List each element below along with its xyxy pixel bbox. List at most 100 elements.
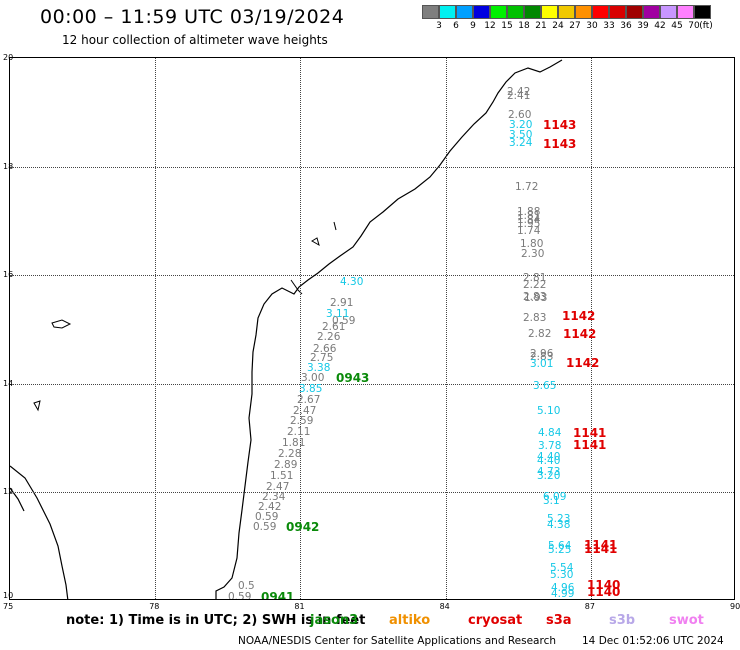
wave-height-value: 1.84 [517,214,541,226]
satellite-legend-item: swot [669,613,704,628]
wave-height-value: 2.34 [262,491,286,503]
island-small-4 [333,221,337,231]
page-title: 00:00 – 11:59 UTC 03/19/2024 [40,6,345,28]
map-plot: 2.42 2.41 2.60 1.72 1.88 1.81 1.84 1.95 1.74 1.80… [9,57,735,600]
grid-line-horizontal [10,383,734,385]
scale-label: 15 [501,21,513,31]
wave-height-value: 2.89 [274,459,298,471]
island-small-2 [33,400,41,412]
grid-line-horizontal [10,166,734,168]
y-tick-label: 12 [3,487,14,497]
wave-height-value: 2.47 [293,405,317,417]
pass-time-label: 1143 [543,118,577,132]
wave-height-value: 2.60 [508,109,532,121]
wave-height-value: 4.30 [340,276,364,288]
x-tick-label: 84 [439,602,450,611]
page-subtitle: 12 hour collection of altimeter wave hei… [62,33,328,47]
scale-label: 42 [654,21,666,31]
x-tick-label: 81 [294,602,305,611]
wave-height-value: 2.41 [507,90,531,102]
wave-height-value: 2.22 [523,279,547,291]
wave-height-value: 4.84 [538,427,562,439]
wave-height-value: 5.30 [550,569,574,581]
scale-label: 6 [453,21,459,31]
scale-label: 30 [586,21,598,31]
x-tick-label: 87 [584,602,595,611]
scale-swatch [575,5,592,19]
scale-swatch [592,5,609,19]
wave-height-value: 2.83 [523,312,547,324]
coastline-map [10,59,563,599]
pass-time-label: 1140 [587,578,621,592]
wave-height-value: 0.59 [228,591,252,600]
wave-height-value: 2.66 [313,343,337,355]
satellite-legend-item: cryosat [468,613,523,628]
wave-height-value: 2.75 [310,352,334,364]
pass-time-label: 1140 [587,585,621,599]
pass-time-label: 1141 [573,426,607,440]
scale-swatch [439,5,456,19]
x-tick-label: 90 [730,602,740,611]
wave-height-value: 5.10 [537,405,561,417]
scale-swatch [490,5,507,19]
scale-swatch [541,5,558,19]
pass-time-label: 0943 [336,371,370,385]
island-small-1 [51,319,72,329]
satellite-legend-item: s3b [609,613,636,628]
wave-height-value: 1.80 [520,238,544,250]
scale-swatch [473,5,490,19]
y-tick-label: 10 [3,591,14,600]
wave-height-value: 2.83 [530,351,554,363]
scale-label: 18 [518,21,530,31]
wave-height-value: 4.99 [551,588,575,600]
pass-time-label: 1141 [584,542,618,556]
grid-line-vertical [590,58,592,599]
grid-line-horizontal [10,275,734,277]
scale-swatch [643,5,660,19]
pass-time-label: 1143 [543,137,577,151]
scale-label: 39 [637,21,649,31]
wave-height-value: 1.95 [517,218,541,230]
scale-label: 21 [535,21,547,31]
scale-swatch [507,5,524,19]
wave-height-value: 4.73 [537,466,561,478]
wave-height-value: 3.65 [533,380,557,392]
scale-label: 27 [569,21,581,31]
wave-height-value: 4.96 [551,582,575,594]
satellite-legend-item: jason3 [310,613,359,628]
wave-height-value: 3.38 [307,362,331,374]
wave-height-value: 3.50 [509,129,533,141]
wave-height-value: 2.67 [297,394,321,406]
y-tick-label: 20 [3,53,14,62]
wave-height-value: 1.81 [282,437,306,449]
y-tick-label: 14 [3,378,14,388]
wave-height-value: 3.1 [543,495,560,507]
x-tick-label: 78 [149,602,160,611]
wave-height-value: 5.54 [550,562,574,574]
pass-time-label: 1141 [584,538,618,552]
wave-height-value: 0.5 [238,580,255,592]
wave-height-value: 1.93 [524,292,548,304]
satellite-legend-item: altiko [389,613,431,628]
footer-note: note: 1) Time is in UTC; 2) SWH is in fe… [66,613,366,628]
color-scale [422,5,711,19]
wave-height-value: 0.59 [332,315,356,327]
grid-line-vertical [155,58,157,599]
wave-height-value: 2.82 [528,328,552,340]
scale-swatch [609,5,626,19]
wave-height-value: 4.40 [537,455,561,467]
pass-time-label: 1142 [562,309,596,323]
scale-label: 33 [603,21,615,31]
scale-swatch [626,5,643,19]
wave-height-value: 1.81 [517,210,541,222]
wave-height-value: 3.24 [509,137,533,149]
scale-swatch [660,5,677,19]
wave-height-value: 3.20 [537,470,561,482]
scale-swatch [456,5,473,19]
coastline-srilanka-north [10,465,69,599]
wave-height-value: 6.09 [543,491,567,503]
grid-line-vertical [300,58,302,599]
scale-label: 36 [620,21,632,31]
wave-height-value: 2.28 [278,448,302,460]
wave-height-value: 4.40 [537,451,561,463]
